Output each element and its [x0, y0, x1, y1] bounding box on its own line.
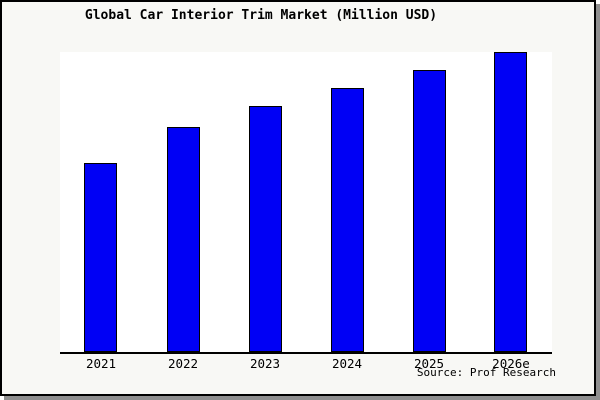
bar-2024 — [330, 88, 364, 352]
x-tick-2025: 2025 — [413, 356, 445, 371]
chart-title: Global Car Interior Trim Market (Million… — [84, 8, 438, 23]
plot-area — [60, 52, 552, 354]
bar-2023 — [248, 106, 282, 352]
bar-2025 — [412, 70, 446, 352]
x-tick-2023: 2023 — [249, 356, 281, 371]
x-tick-2026e: 2026e — [492, 356, 530, 371]
bar-2022 — [166, 127, 200, 352]
x-tick-2024: 2024 — [331, 356, 363, 371]
x-tick-2022: 2022 — [167, 356, 199, 371]
bar-2021 — [84, 163, 118, 352]
source-credit: Source: Prof Research — [416, 366, 556, 379]
x-axis-labels: 2021 2022 2023 2024 2025 2026e — [60, 357, 552, 373]
x-tick-2021: 2021 — [85, 356, 117, 371]
bar-2026e — [494, 52, 528, 352]
